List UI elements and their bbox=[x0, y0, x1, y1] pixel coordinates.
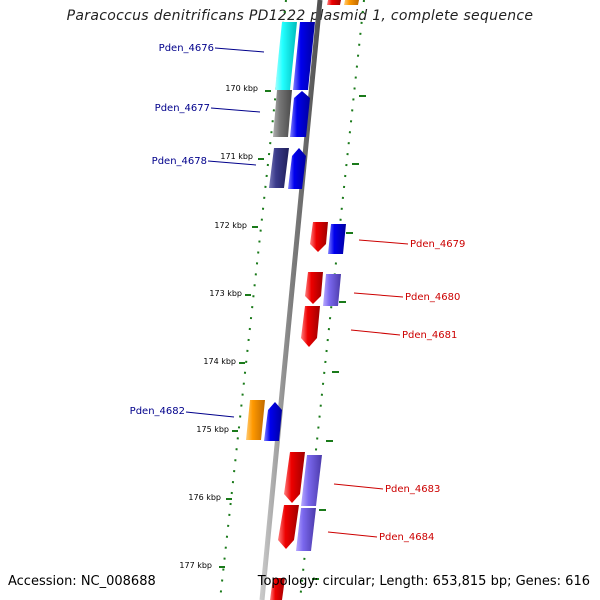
gene-label-pden-4677[interactable]: Pden_4677 bbox=[155, 103, 210, 114]
kbp-ticks bbox=[219, 90, 271, 568]
kbp-label-176: 176 kbp bbox=[188, 493, 221, 502]
kbp-label-171: 171 kbp bbox=[220, 152, 253, 161]
gene-feature-pden-4679-red[interactable] bbox=[310, 222, 328, 252]
outer-left-track bbox=[219, 0, 287, 600]
kbp-label-174: 174 kbp bbox=[203, 357, 236, 366]
map-title: Paracoccus denitrificans PD1222 plasmid … bbox=[66, 8, 534, 24]
kbp-label-172: 172 kbp bbox=[214, 221, 247, 230]
gene-label-pden-4681[interactable]: Pden_4681 bbox=[402, 330, 457, 341]
gene-feature-pden-4679-blue[interactable] bbox=[328, 224, 346, 254]
right-track-ticks bbox=[312, 95, 366, 580]
gene-feature-pden-4680-slate[interactable] bbox=[323, 274, 341, 306]
gene-label-pden-4680[interactable]: Pden_4680 bbox=[405, 292, 460, 303]
gene-feature-pden-4683-slate[interactable] bbox=[301, 455, 322, 506]
topology-label: Topology: circular; Length: 653,815 bp; … bbox=[257, 574, 590, 589]
gene-feature-pden-4676-cyan[interactable] bbox=[275, 22, 297, 90]
gene-feature-pden-4682-blue[interactable] bbox=[264, 402, 282, 441]
gene-feature-pden-4684-slate[interactable] bbox=[296, 508, 316, 551]
gene-label-pden-4684[interactable]: Pden_4684 bbox=[379, 532, 434, 543]
gene-label-pden-4682[interactable]: Pden_4682 bbox=[130, 406, 185, 417]
kbp-label-170: 170 kbp bbox=[225, 84, 258, 93]
gene-label-pden-4676[interactable]: Pden_4676 bbox=[159, 43, 214, 54]
kbp-label-175: 175 kbp bbox=[196, 425, 229, 434]
left-label-connectors bbox=[185, 47, 265, 418]
gene-feature-partial-red[interactable] bbox=[327, 0, 341, 5]
gene-feature-pden-4683-red[interactable] bbox=[284, 452, 305, 503]
gene-feature-pden-4678-dark[interactable] bbox=[269, 148, 289, 188]
gene-feature-pden-4680-red[interactable] bbox=[305, 272, 323, 304]
gene-feature-partial-orange[interactable] bbox=[344, 0, 359, 5]
sequence-backbone bbox=[259, 0, 323, 600]
kbp-label-177: 177 kbp bbox=[179, 561, 212, 570]
gene-feature-pden-4676-blue[interactable] bbox=[293, 22, 315, 90]
gene-feature-pden-4677-gray[interactable] bbox=[273, 90, 292, 137]
gene-feature-pden-4684-red[interactable] bbox=[278, 505, 299, 549]
gene-label-pden-4678[interactable]: Pden_4678 bbox=[152, 156, 207, 167]
gene-feature-partial-bottom-red[interactable] bbox=[270, 578, 285, 600]
gene-label-pden-4683[interactable]: Pden_4683 bbox=[385, 484, 440, 495]
gene-feature-pden-4678-blue[interactable] bbox=[288, 148, 306, 189]
kbp-label-173: 173 kbp bbox=[209, 289, 242, 298]
outer-right-track bbox=[299, 0, 365, 600]
right-label-connectors bbox=[327, 239, 409, 538]
gene-feature-pden-4681-red[interactable] bbox=[301, 306, 320, 347]
gene-feature-pden-4682-orange[interactable] bbox=[246, 400, 265, 440]
accession-label: Accession: NC_008688 bbox=[8, 574, 156, 589]
gene-label-pden-4679[interactable]: Pden_4679 bbox=[410, 239, 465, 250]
gene-feature-pden-4677-blue[interactable] bbox=[290, 91, 310, 137]
